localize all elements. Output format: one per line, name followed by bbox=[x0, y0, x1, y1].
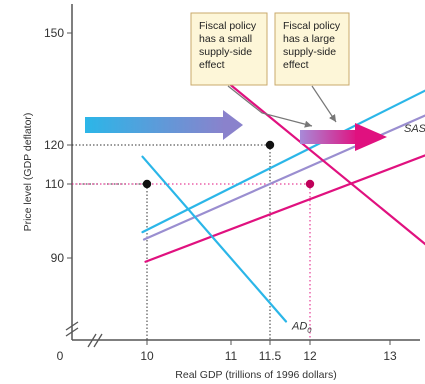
y-axis-title: Price level (GDP deflator) bbox=[22, 113, 34, 232]
curves: SAS0SAS1SAS2AD0AD1 bbox=[141, 84, 425, 334]
equilibrium-points bbox=[142, 140, 315, 189]
equilibrium-point-0 bbox=[142, 179, 152, 189]
y-tick-label-2: 120 bbox=[44, 138, 64, 152]
curve-sas2 bbox=[144, 154, 425, 263]
equilibrium-point-2 bbox=[305, 179, 315, 189]
x-tick-label-4: 12 bbox=[303, 349, 317, 363]
callout-small-effect: Fiscal policy has a small supply-side ef… bbox=[190, 12, 268, 86]
callout-large-line-4: effect bbox=[283, 59, 309, 71]
curve-label-sas2: SAS2 bbox=[404, 123, 425, 137]
x-axis-break bbox=[87, 333, 103, 348]
curve-label-ad0: AD0 bbox=[291, 320, 312, 334]
shift-arrow-right-head bbox=[355, 123, 387, 151]
callout-small-line-2: has a small bbox=[199, 33, 252, 45]
curve-ad1 bbox=[229, 84, 425, 246]
shift-arrow-left-head bbox=[223, 110, 243, 140]
callout-large-line-3: supply-side bbox=[283, 46, 336, 58]
curve-sas0 bbox=[141, 89, 425, 234]
callout-small-pointer bbox=[227, 85, 313, 128]
shift-arrow-right-body bbox=[300, 130, 358, 144]
curve-ad0 bbox=[141, 155, 288, 323]
x-tick-label-0: 0 bbox=[57, 349, 64, 363]
callout-small-line-4: effect bbox=[199, 59, 225, 71]
callout-large-line-1: Fiscal policy bbox=[283, 20, 341, 32]
callout-large-effect: Fiscal policy has a large supply-side ef… bbox=[274, 12, 350, 86]
shift-arrow-left-body bbox=[85, 117, 225, 133]
x-tick-label-5: 13 bbox=[383, 349, 397, 363]
callout-small-line-3: supply-side bbox=[199, 46, 252, 58]
y-axis-break bbox=[65, 321, 79, 337]
y-tick-label-1: 110 bbox=[45, 177, 64, 191]
x-axis-title: Real GDP (trillions of 1996 dollars) bbox=[175, 369, 336, 381]
x-tick-label-2: 11 bbox=[225, 349, 238, 363]
callout-large-pointer bbox=[311, 85, 337, 123]
callout-large-line-2: has a large bbox=[283, 33, 335, 45]
equilibrium-point-1 bbox=[265, 140, 275, 150]
axis-ticks: 0 10 11 11.5 12 13 90 110 120 150 bbox=[44, 26, 397, 363]
x-tick-label-1: 10 bbox=[140, 349, 154, 363]
callout-small-line-1: Fiscal policy bbox=[199, 20, 257, 32]
guide-lines bbox=[72, 144, 311, 340]
x-tick-label-3: 11.5 bbox=[259, 349, 282, 363]
y-tick-label-3: 150 bbox=[44, 26, 64, 40]
y-tick-label-0: 90 bbox=[51, 251, 65, 265]
